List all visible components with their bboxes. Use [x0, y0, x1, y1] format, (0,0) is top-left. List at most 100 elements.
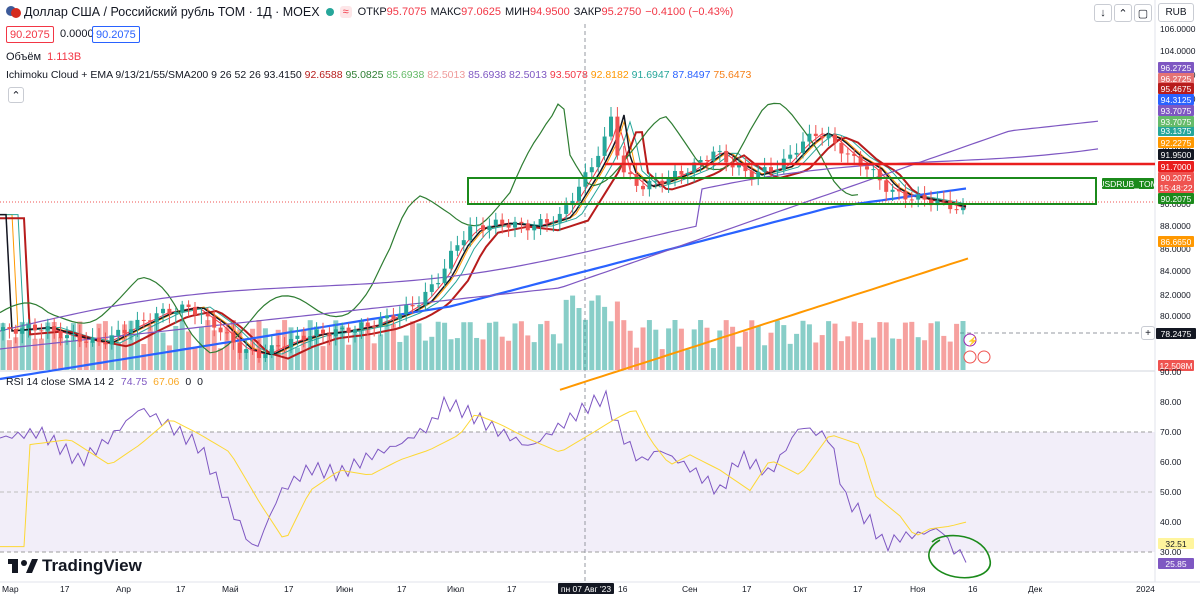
lightning-icon[interactable] — [963, 333, 977, 347]
volume-bar — [422, 340, 428, 370]
dividend-flag-icon[interactable] — [963, 350, 977, 364]
candle-body — [596, 155, 601, 168]
volume-bar — [608, 321, 614, 370]
candle-body — [205, 313, 210, 317]
candle-body — [634, 174, 639, 186]
ichimoku-legend: Ichimoku Cloud + EMA 9/13/21/55/SMA200 9… — [6, 69, 751, 81]
maximize-icon[interactable]: ▢ — [1134, 4, 1152, 22]
volume-bar — [634, 347, 640, 370]
volume-bar — [467, 322, 473, 370]
sell-price-button[interactable]: 90.2075 — [6, 26, 54, 43]
candle-body — [225, 332, 229, 334]
candle-body — [365, 322, 370, 327]
volume-bar — [429, 336, 435, 370]
volume-bar — [416, 323, 422, 370]
plus-icon[interactable]: + — [1141, 326, 1155, 340]
candle-body — [922, 194, 927, 200]
ohlc-key: МАКС — [430, 6, 462, 18]
price-tag: 91.9500 — [1158, 149, 1194, 160]
candle-body — [673, 170, 677, 178]
time-axis-label: Май — [222, 584, 239, 594]
symbol-title[interactable]: Доллар США / Российский рубль ТОМ · 1Д ·… — [24, 5, 320, 19]
candle-body — [954, 209, 959, 211]
time-axis-label: 17 — [60, 584, 70, 594]
price-axis-label: 82.0000 — [1160, 290, 1191, 300]
candle-body — [717, 150, 722, 152]
time-axis-label: 17 — [507, 584, 517, 594]
candle-body — [916, 194, 921, 200]
volume-bar — [269, 348, 275, 370]
buy-price-button[interactable]: 90.2075 — [92, 26, 140, 43]
candle-body — [301, 335, 306, 341]
candle-body — [65, 335, 69, 339]
candle-body — [897, 189, 901, 192]
volume-bar — [294, 347, 300, 370]
volume-bar — [218, 348, 224, 370]
ichimoku-value: 85.6938 — [383, 69, 425, 81]
candle-body — [109, 335, 114, 345]
volume-bar — [621, 320, 627, 370]
candle-body — [519, 221, 524, 224]
ema55-line — [0, 187, 967, 381]
volume-bar — [627, 330, 633, 370]
volume-bar — [211, 330, 217, 370]
arrow-down-icon[interactable]: ↓ — [1094, 4, 1112, 22]
brand-logo[interactable]: TradingView — [8, 556, 142, 576]
earnings-flag-icon[interactable] — [977, 350, 991, 364]
candle-body — [1, 327, 5, 331]
candle-body — [525, 223, 530, 231]
kijun-line — [0, 131, 967, 360]
candle-body — [327, 333, 332, 337]
volume-bar — [787, 343, 793, 370]
volume-bar — [595, 295, 601, 370]
candle-body — [557, 213, 562, 223]
currency-selector[interactable]: RUB — [1158, 3, 1194, 22]
hand-drawn-circle[interactable] — [928, 534, 991, 579]
time-axis-label: Июн — [336, 584, 354, 594]
volume-bar — [570, 295, 576, 370]
candle-body — [295, 335, 300, 339]
volume-bar — [0, 323, 6, 370]
candle-body — [173, 311, 178, 315]
volume-bar — [896, 338, 902, 370]
volume-bar — [192, 346, 198, 370]
candle-body — [282, 346, 287, 348]
candle-body — [903, 191, 908, 200]
candle-body — [333, 329, 338, 337]
collapse-legend-icon[interactable]: ⌃ — [8, 87, 24, 103]
candle-body — [77, 333, 82, 342]
price-tag: 93.7075 — [1158, 105, 1194, 116]
ichimoku-value: 95.0825 — [342, 69, 384, 81]
volume-bar — [518, 321, 524, 370]
volume-bar — [173, 325, 179, 370]
approx-badge: ≈ — [339, 6, 352, 18]
volume-bar — [819, 335, 825, 370]
volume-bar — [45, 322, 51, 370]
volume-bar — [339, 325, 345, 370]
candle-body — [378, 318, 383, 328]
candle-body — [698, 160, 703, 163]
volume-bar — [640, 327, 646, 370]
volume-bar — [646, 320, 652, 370]
volume-bar — [710, 348, 716, 370]
volume-tag: 12.508M — [1158, 360, 1194, 371]
rsi-sma-tag: 32.51 — [1158, 538, 1194, 549]
rsi-axis-label: 50.00 — [1160, 487, 1182, 497]
hide-icon[interactable]: ⌃ — [1114, 4, 1132, 22]
volume-bar — [198, 326, 204, 370]
price-axis-label: 88.0000 — [1160, 221, 1191, 231]
volume-bar — [371, 343, 377, 370]
candle-body — [724, 150, 729, 163]
candle-body — [756, 171, 761, 179]
volume-bar — [480, 339, 486, 370]
time-axis-label: 17 — [284, 584, 294, 594]
support-zone-box[interactable] — [467, 177, 1097, 205]
candle-body — [180, 304, 185, 312]
candle-body — [826, 134, 831, 139]
rsi-axis-label: 40.00 — [1160, 517, 1182, 527]
volume-bar — [358, 320, 364, 370]
price-tag: 96.2725 — [1158, 73, 1194, 84]
volume-bar — [614, 301, 620, 370]
price-axis-label: 84.0000 — [1160, 266, 1191, 276]
